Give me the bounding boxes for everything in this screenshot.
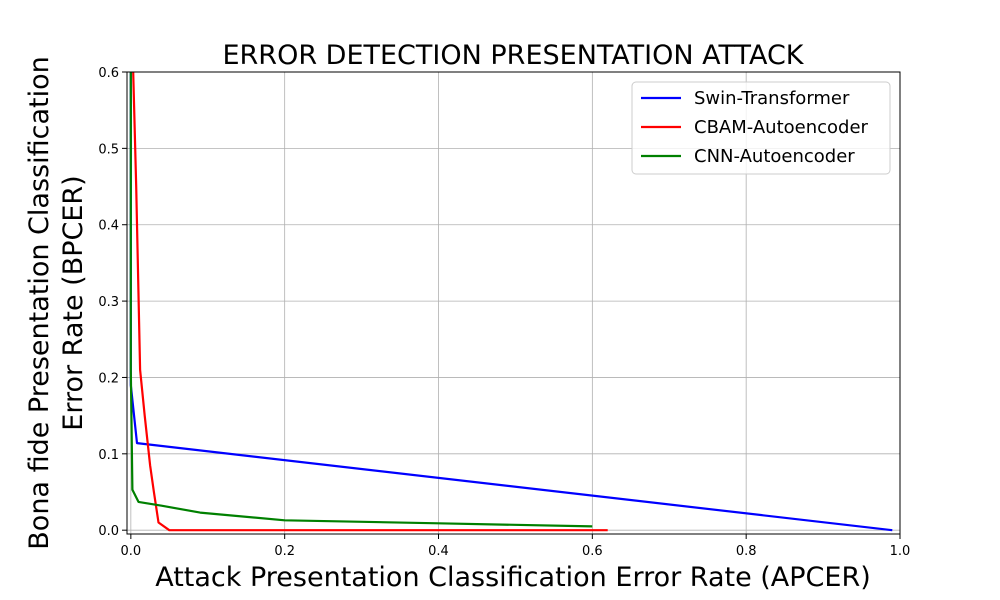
x-axis-label: Attack Presentation Classification Error… (155, 562, 871, 593)
series-line-3 (129, 72, 593, 528)
y-tick-label: 0.4 (98, 219, 119, 234)
x-tick-label: 0.2 (274, 544, 295, 559)
x-tick-label: 0.6 (582, 544, 603, 559)
legend: Swin-Transformer CBAM-Autoencoder CNN-Auto… (631, 81, 891, 175)
legend-box (631, 81, 891, 175)
y-tick-label: 0.3 (98, 295, 119, 310)
y-axis-label-line-1: Bona fide Presentation Classification (24, 56, 55, 549)
legend-label: Swin-Transformer (694, 88, 850, 109)
y-tick-label: 0.1 (98, 448, 119, 463)
y-tick-label: 0.6 (98, 66, 119, 81)
plot-frame (126, 71, 901, 535)
chart-title: ERROR DETECTION PRESENTATION ATTACK (222, 40, 804, 71)
x-tick-label: 1.0 (890, 544, 911, 559)
x-tick-label: 0.8 (736, 544, 757, 559)
y-tick-label: 0.5 (98, 142, 119, 157)
x-tick-label: 0.0 (121, 544, 142, 559)
legend-label: CNN-Autoencoder (694, 146, 855, 167)
y-tick-label: 0.0 (98, 524, 119, 539)
series-group (129, 72, 893, 532)
y-axis-label: Bona fide Presentation Classification Er… (24, 56, 89, 549)
y-tick-label: 0.2 (98, 371, 119, 386)
x-tick-label: 0.4 (428, 544, 449, 559)
legend-label: CBAM-Autoencoder (694, 117, 869, 138)
y-axis: 0.0 0.1 0.2 0.3 0.4 0.5 0.6 (98, 66, 127, 539)
y-axis-label-line-2: Error Rate (BPCER) (58, 175, 89, 430)
x-axis: 0.0 0.2 0.4 0.6 0.8 1.0 (121, 534, 911, 559)
series-line-2 (132, 72, 608, 532)
